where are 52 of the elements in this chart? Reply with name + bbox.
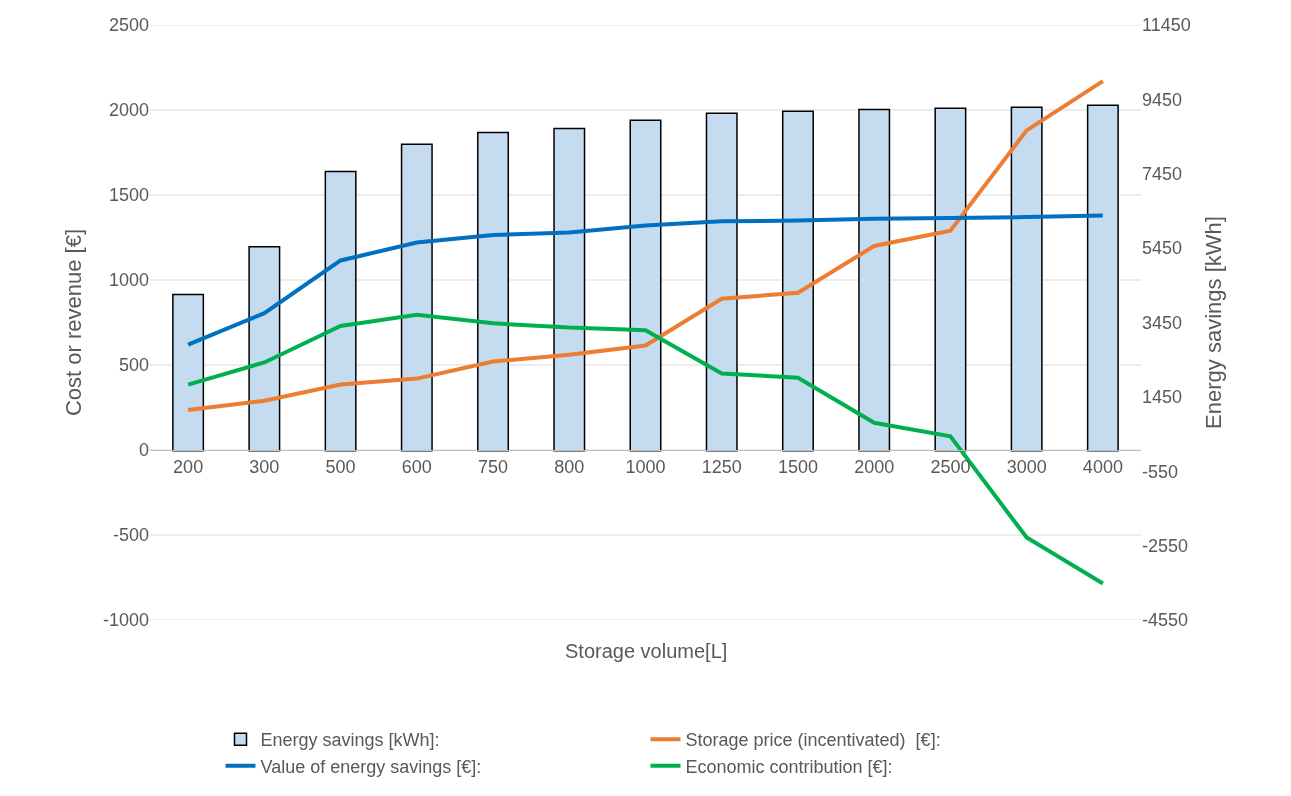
y-tick-label: -500 — [112, 525, 149, 546]
bar — [1086, 104, 1119, 452]
x-tick-label: 300 — [249, 456, 280, 477]
x-tick-label: 1000 — [625, 456, 666, 477]
bar — [553, 127, 586, 452]
legend-label: Value of energy savings [€]: — [260, 756, 482, 777]
x-tick-label: 200 — [173, 456, 204, 477]
x-tick-label: 3000 — [1006, 456, 1047, 477]
x-tick-label: 600 — [401, 456, 432, 477]
bar — [705, 112, 738, 452]
x-axis-title: Storage volume[L] — [565, 640, 728, 662]
y2-tick-label: 11450 — [1142, 15, 1191, 36]
y-tick-label: 0 — [138, 440, 149, 461]
bar — [477, 131, 510, 452]
bar — [324, 170, 357, 452]
y2-axis-title: Energy savings [kWh] — [1200, 216, 1226, 429]
y-tick-label: 2500 — [108, 15, 149, 36]
y-axis-title: Cost or revenue [€] — [60, 228, 86, 417]
x-tick-label: 2500 — [930, 456, 971, 477]
x-tick-label: 1250 — [701, 456, 742, 477]
y2-tick-label: -4550 — [1142, 610, 1189, 631]
x-tick-label: 2000 — [854, 456, 895, 477]
y-tick-label: -1000 — [102, 610, 149, 631]
x-tick-label: 750 — [478, 456, 509, 477]
x-tick-label: 500 — [325, 456, 356, 477]
bar — [400, 143, 433, 452]
y-tick-label: 500 — [118, 355, 149, 376]
bar — [781, 110, 814, 452]
y2-tick-label: -2550 — [1142, 535, 1189, 556]
bar — [858, 108, 891, 452]
y-tick-label: 1500 — [108, 185, 149, 206]
bar — [934, 107, 967, 452]
bar — [248, 245, 281, 452]
bar — [629, 119, 662, 452]
legend-label: Storage price (incentivated) [€]: — [685, 730, 941, 751]
legend-label: Economic contribution [€]: — [685, 756, 893, 777]
x-tick-label: 1500 — [777, 456, 818, 477]
line-series — [186, 79, 1105, 413]
y2-tick-label: 5450 — [1142, 238, 1183, 259]
y-tick-label: 2000 — [108, 100, 149, 121]
y2-tick-label: 7450 — [1142, 164, 1183, 185]
legend-label: Energy savings [kWh]: — [260, 730, 440, 751]
y-tick-label: 1000 — [108, 270, 149, 291]
y2-tick-label: 3450 — [1142, 312, 1183, 333]
x-tick-label: 4000 — [1082, 456, 1123, 477]
y2-tick-label: -550 — [1142, 461, 1179, 482]
y2-tick-label: 1450 — [1142, 387, 1183, 408]
line-series — [186, 213, 1105, 347]
bar — [1010, 106, 1043, 452]
x-tick-label: 800 — [554, 456, 585, 477]
y2-tick-label: 9450 — [1142, 89, 1183, 110]
bar — [172, 293, 205, 452]
